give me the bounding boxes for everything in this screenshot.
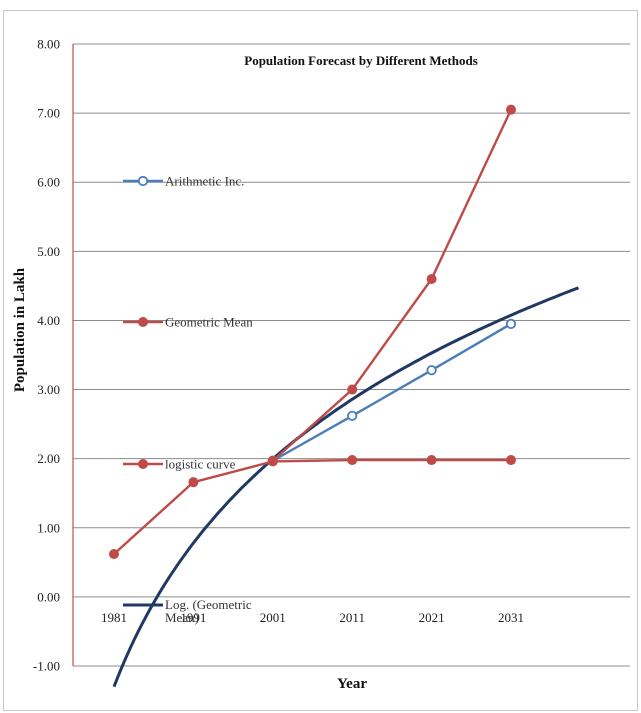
y-tick-labels: -1.00 0.00 1.00 2.00 3.00 4.00 5.00 6.00 7.00 8.0… — [33, 37, 60, 674]
series-line-logistic-curve — [113, 458, 511, 555]
data-point — [188, 477, 199, 488]
trendline-log-geometric-mean — [112, 286, 580, 688]
x-tick-label: 2001 — [260, 610, 286, 625]
data-point — [426, 365, 437, 376]
x-tick-label: 2011 — [339, 610, 365, 625]
x-tick-label: 1981 — [101, 610, 127, 625]
chart-border — [3, 10, 638, 711]
series-lines — [109, 104, 580, 688]
series-line-arithmetic-inc — [272, 322, 512, 462]
legend-marker — [137, 175, 149, 187]
data-point — [347, 410, 358, 421]
data-point — [109, 549, 119, 560]
x-axis-title: Year — [337, 676, 367, 692]
data-point — [506, 104, 516, 115]
y-tick-label: 1.00 — [37, 520, 60, 535]
data-point — [505, 318, 517, 329]
y-tick-label: -1.00 — [33, 659, 60, 674]
data-point — [506, 455, 516, 466]
legend-label: Log. (Geometric Mean) — [165, 597, 252, 625]
data-point — [347, 384, 358, 395]
legend-label: Geometric Mean — [165, 315, 253, 330]
legend-marker — [138, 459, 148, 469]
x-tick-label: 2021 — [419, 610, 445, 625]
y-tick-label: 8.00 — [37, 37, 60, 52]
gridlines — [73, 43, 630, 667]
data-point — [426, 273, 437, 284]
data-point — [267, 456, 278, 467]
y-tick-label: 4.00 — [37, 313, 60, 328]
y-tick-label: 7.00 — [37, 106, 60, 121]
chart-title: Population Forecast by Different Methods — [244, 53, 478, 68]
x-tick-labels: 1981 1991 2001 2011 2021 2031 — [101, 610, 524, 625]
legend-label: Arithmetic Inc. — [165, 174, 244, 189]
y-tick-label: 2.00 — [37, 451, 60, 466]
series-line-geometric-mean — [271, 109, 513, 462]
y-axis-title: Population in Lakh — [12, 267, 28, 392]
legend-label: logistic curve — [165, 457, 236, 472]
data-point — [347, 455, 358, 466]
x-tick-label: 1991 — [180, 610, 206, 625]
y-tick-label: 0.00 — [37, 589, 60, 604]
x-tick-label: 2031 — [498, 610, 524, 625]
y-tick-label: 3.00 — [37, 382, 60, 397]
y-tick-label: 5.00 — [37, 244, 60, 259]
data-point — [426, 455, 437, 466]
legend-marker — [138, 317, 148, 327]
legend: Arithmetic Inc. Geometric Mean logistic cu… — [123, 174, 253, 625]
y-tick-label: 6.00 — [37, 175, 60, 190]
